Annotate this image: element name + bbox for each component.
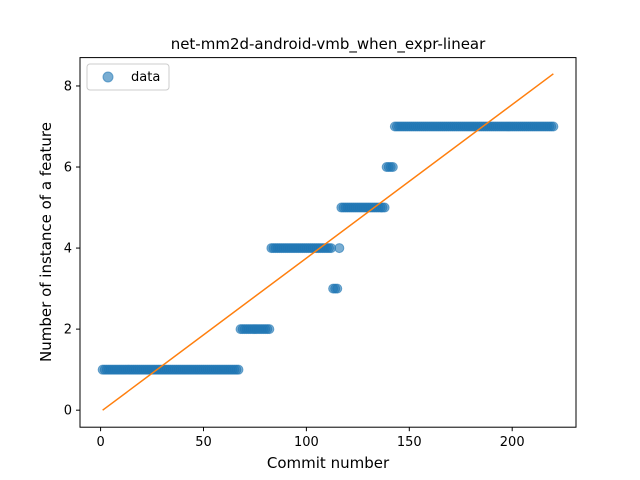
y-axis-label: Number of instance of a feature [37,122,55,362]
x-tick-label: 100 [294,435,319,450]
y-axis: 0 2 4 6 8 [64,79,80,419]
x-tick-label: 50 [195,435,212,450]
data-point [379,202,390,213]
x-tick-label: 200 [500,435,525,450]
x-axis-label: Commit number [267,454,390,472]
x-tick-label: 150 [397,435,422,450]
chart-title: net-mm2d-android-vmb_when_expr-linear [171,35,486,54]
y-tick-label: 8 [64,79,72,94]
legend-label: data [131,70,160,85]
y-tick-label: 4 [64,242,72,257]
data-points-layer [97,121,559,375]
x-axis: 0 50 100 150 200 [96,427,525,450]
y-tick-label: 6 [64,161,72,176]
legend: data [86,63,170,91]
data-point [334,243,345,254]
legend-box [86,63,170,91]
legend-marker [102,71,114,83]
data-point [387,162,398,173]
y-tick-label: 0 [64,404,72,419]
plot-frame [79,57,577,428]
fit-line-layer [102,73,554,411]
y-tick-label: 2 [64,323,72,338]
data-point [264,324,275,335]
fit-line [102,73,554,411]
data-point [332,283,343,294]
x-tick-label: 0 [96,435,104,450]
data-point [326,243,337,254]
data-point [548,121,559,132]
data-point [233,364,244,375]
